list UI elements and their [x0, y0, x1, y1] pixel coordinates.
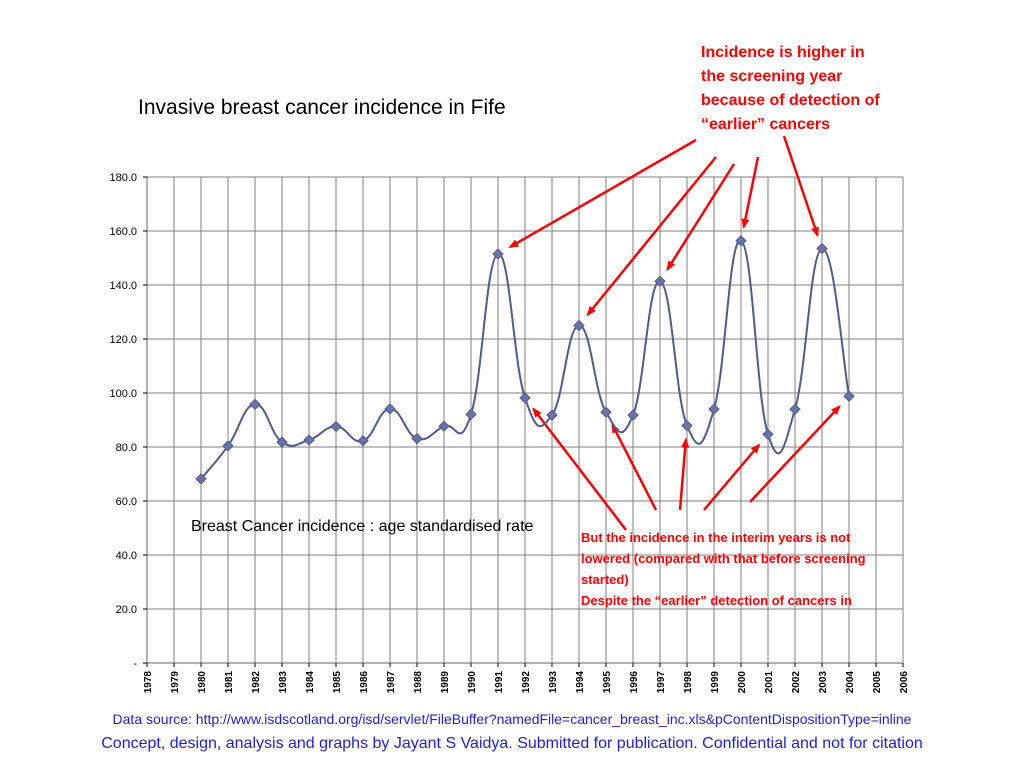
data-point-marker — [627, 409, 639, 421]
data-point-marker — [384, 403, 396, 415]
y-tick-label: 100.0 — [109, 388, 137, 400]
data-point-marker — [330, 420, 342, 433]
y-tick-label: 40.0 — [116, 550, 137, 562]
y-tick-label: 60.0 — [116, 496, 137, 508]
series-label: Breast Cancer incidence : age standardis… — [191, 518, 534, 535]
x-tick-label: 1993 — [548, 671, 559, 694]
x-tick-label: 2003 — [818, 671, 829, 694]
y-tick-label: 80.0 — [116, 442, 137, 454]
data-point-marker — [303, 434, 315, 446]
chart-title: Invasive breast cancer incidence in Fife — [138, 96, 506, 119]
x-tick-label: 1985 — [332, 671, 343, 694]
data-point-marker — [438, 420, 450, 432]
data-point-marker — [546, 409, 558, 421]
data-point-marker — [816, 242, 828, 255]
x-tick-label: 2000 — [737, 671, 748, 694]
annotation-arrow — [666, 163, 736, 272]
x-tick-label: 2002 — [791, 671, 802, 694]
x-tick-label: 1998 — [683, 671, 694, 694]
annotation-screening-years: Incidence is higher in the screening yea… — [701, 44, 880, 133]
x-tick-label: 1997 — [656, 671, 667, 694]
x-tick-label: 1994 — [575, 671, 586, 694]
x-tick-label: 2001 — [764, 671, 775, 694]
annotation-arrow — [703, 443, 761, 511]
x-tick-label: 1986 — [359, 671, 370, 694]
data-point-marker — [222, 440, 234, 452]
annotation-arrow — [782, 135, 819, 238]
annotation-interim-years: But the incidence in the interim years i… — [581, 527, 901, 611]
annotation-arrow — [741, 156, 760, 229]
annotation-arrow — [586, 156, 717, 317]
data-point-marker — [411, 432, 423, 445]
data-point-marker — [600, 406, 612, 418]
data-point-marker — [681, 419, 693, 432]
x-tick-label: 1992 — [521, 671, 532, 694]
x-tick-label: 1995 — [602, 671, 613, 694]
y-tick-label: 160.0 — [109, 226, 137, 238]
data-point-marker — [735, 235, 747, 247]
x-tick-label: 1981 — [224, 671, 235, 694]
data-point-marker — [492, 248, 504, 260]
annotation-arrow — [678, 437, 690, 511]
x-tick-label: 1980 — [197, 671, 208, 694]
data-point-marker — [276, 436, 288, 448]
y-tick-label: 20.0 — [116, 604, 137, 616]
data-point-marker — [519, 392, 531, 404]
annotation-arrow — [749, 405, 841, 503]
x-tick-label: 2004 — [845, 671, 856, 694]
x-tick-label: 1999 — [710, 671, 721, 694]
x-tick-label: 1983 — [278, 671, 289, 694]
x-tick-label: 1984 — [305, 671, 316, 694]
data-point-marker — [762, 428, 774, 441]
x-tick-label: 1979 — [170, 671, 181, 694]
y-tick-label: - — [133, 658, 137, 670]
annotation-interim-line1: But the incidence in the interim years i… — [581, 530, 866, 587]
y-tick-label: 140.0 — [109, 280, 137, 292]
annotation-interim-line2: Despite the “earlier” detection of cance… — [581, 593, 852, 608]
x-tick-label: 1987 — [386, 671, 397, 694]
x-tick-label: 1990 — [467, 671, 478, 694]
x-tick-label: 2005 — [872, 671, 883, 694]
data-point-marker — [843, 390, 855, 402]
y-axis-ticks: - 20.0 40.0 60.0 80.0 100.0 120.0 140.0 160.0 180… — [109, 172, 147, 670]
data-point-marker — [195, 473, 207, 485]
annotation-arrow — [508, 138, 697, 249]
x-tick-label: 1988 — [413, 671, 424, 694]
data-point-marker — [654, 275, 666, 287]
data-point-marker — [249, 398, 261, 411]
annotation-arrows — [508, 135, 841, 531]
data-point-marker — [357, 435, 369, 447]
data-source-footer: Data source: http://www.isdscotland.org/… — [112, 711, 912, 727]
x-tick-label: 1996 — [629, 671, 640, 694]
data-point-marker — [789, 403, 801, 415]
x-tick-label: 1982 — [251, 671, 262, 694]
x-tick-label: 2006 — [899, 671, 910, 694]
y-tick-label: 120.0 — [109, 334, 137, 346]
y-tick-label: 180.0 — [109, 172, 137, 184]
annotation-arrow — [532, 407, 627, 531]
x-tick-label: 1978 — [143, 671, 154, 694]
data-point-marker — [465, 408, 477, 421]
series-markers — [195, 235, 855, 485]
data-point-marker — [708, 403, 720, 415]
data-point-marker — [573, 319, 585, 332]
credit-footer: Concept, design, analysis and graphs by … — [101, 735, 923, 752]
annotation-arrow — [611, 422, 658, 511]
x-axis-ticks: 1978 1979 1980 1981 1982 1983 1984 1985 1986 1987… — [143, 663, 910, 693]
x-tick-label: 1989 — [440, 671, 451, 694]
x-tick-label: 1991 — [494, 671, 505, 694]
